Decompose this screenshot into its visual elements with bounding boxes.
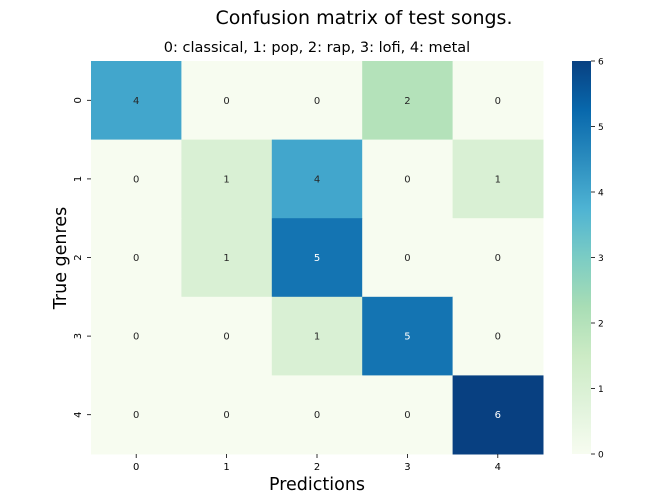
cell-value-4-4: 6 <box>495 410 501 421</box>
cell-value-2-1: 1 <box>223 253 229 264</box>
colorbar <box>572 61 591 454</box>
heatmap-cell-4-3 <box>362 375 454 455</box>
heatmap-cell-0-3 <box>362 61 454 141</box>
heatmap-cell-2-2 <box>271 218 363 298</box>
colorbar-tick-label-1: 1 <box>598 385 604 395</box>
cell-value-4-3: 0 <box>404 410 410 421</box>
heatmap-cell-4-1 <box>181 375 273 455</box>
heatmap-cell-2-3 <box>362 218 454 298</box>
heatmap-cell-3-0 <box>91 296 182 376</box>
cell-value-2-0: 0 <box>133 253 139 264</box>
heatmap-cell-2-4 <box>452 218 544 298</box>
heatmap-cell-4-2 <box>271 375 363 455</box>
heatmap-cell-1-4 <box>452 139 544 219</box>
y-axis-ticks: 0 1 2 3 4 <box>73 97 91 418</box>
y-axis-label: True genres <box>51 207 71 310</box>
heatmap-cell-0-4 <box>452 61 544 141</box>
cell-value-1-0: 0 <box>133 174 139 185</box>
cell-value-1-4: 1 <box>495 174 501 185</box>
colorbar-tick-label-3: 3 <box>598 254 604 264</box>
cell-value-0-0: 4 <box>133 96 139 107</box>
heatmap-cell-0-0 <box>91 61 182 141</box>
cell-value-4-0: 0 <box>133 410 139 421</box>
chart-title: Confusion matrix of test songs. <box>215 7 513 29</box>
heatmap-cell-1-3 <box>362 139 454 219</box>
heatmap-cell-1-1 <box>181 139 273 219</box>
colorbar-tick-label-2: 2 <box>598 320 604 330</box>
cell-value-0-4: 0 <box>495 96 501 107</box>
y-tick-label-2: 2 <box>73 254 84 260</box>
heatmap-cell-0-1 <box>181 61 273 141</box>
x-tick-label-4: 4 <box>495 462 501 473</box>
cell-value-1-3: 0 <box>404 174 410 185</box>
x-axis-ticks: 0 1 2 3 4 <box>133 454 501 473</box>
y-tick-label-1: 1 <box>73 176 84 182</box>
cell-value-0-1: 0 <box>223 96 229 107</box>
chart-subtitle: 0: classical, 1: pop, 2: rap, 3: lofi, 4… <box>163 40 471 56</box>
heatmap-cell-4-0 <box>91 375 182 455</box>
cell-value-4-2: 0 <box>314 410 320 421</box>
heatmap-cell-1-0 <box>91 139 182 219</box>
x-tick-label-3: 3 <box>404 462 410 473</box>
cell-value-2-2: 5 <box>314 253 320 264</box>
heatmap-cell-0-2 <box>271 61 363 141</box>
heatmap-cell-3-1 <box>181 296 273 376</box>
cell-value-4-1: 0 <box>223 410 229 421</box>
x-tick-label-1: 1 <box>223 462 229 473</box>
colorbar-tick-label-6: 6 <box>598 58 604 68</box>
cell-value-3-1: 0 <box>223 332 229 343</box>
cell-value-3-0: 0 <box>133 332 139 343</box>
colorbar-tick-label-0: 0 <box>598 451 604 461</box>
heatmap-cell-2-0 <box>91 218 182 298</box>
y-tick-label-4: 4 <box>73 412 84 418</box>
cell-value-1-1: 1 <box>223 174 229 185</box>
heatmap-cell-4-4 <box>452 375 544 455</box>
heatmap-cell-3-3 <box>362 296 454 376</box>
colorbar-tick-label-4: 4 <box>598 189 604 199</box>
cell-value-0-3: 2 <box>404 96 410 107</box>
x-tick-label-0: 0 <box>133 462 139 473</box>
y-tick-label-3: 3 <box>73 333 84 339</box>
heatmap-cell-1-2 <box>271 139 363 219</box>
cell-value-0-2: 0 <box>314 96 320 107</box>
colorbar-ticks: 0 1 2 3 4 5 6 <box>591 58 604 461</box>
cell-value-2-3: 0 <box>404 253 410 264</box>
heatmap-cells: 4 0 0 2 0 0 1 4 0 1 0 1 5 0 0 0 0 1 5 0 0 0 0 0 6 <box>91 61 544 455</box>
cell-value-2-4: 0 <box>495 253 501 264</box>
colorbar-tick-label-5: 5 <box>598 123 604 133</box>
heatmap-cell-3-2 <box>271 296 363 376</box>
x-axis-label: Predictions <box>269 475 365 495</box>
y-tick-label-0: 0 <box>73 97 84 103</box>
heatmap-cell-3-4 <box>452 296 544 376</box>
cell-value-3-3: 5 <box>404 332 410 343</box>
cell-value-3-2: 1 <box>314 332 320 343</box>
cell-value-3-4: 0 <box>495 332 501 343</box>
heatmap-cell-2-1 <box>181 218 273 298</box>
x-tick-label-2: 2 <box>314 462 320 473</box>
cell-value-1-2: 4 <box>314 174 320 185</box>
